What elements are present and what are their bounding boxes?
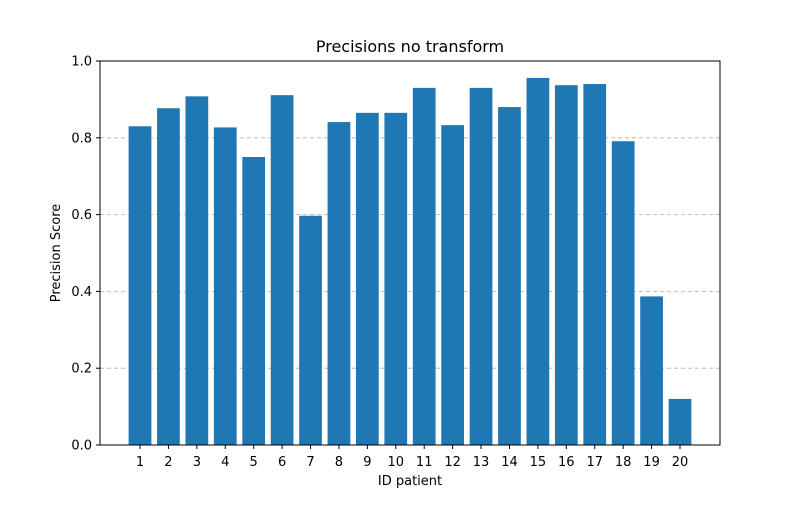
x-tick-label: 8 (335, 455, 343, 470)
y-tick-label: 0.8 (71, 131, 92, 146)
y-tick-label: 0.6 (71, 208, 92, 223)
bar-patient-16 (554, 85, 578, 445)
x-tick-label: 5 (250, 455, 258, 470)
x-tick-label: 18 (615, 455, 632, 470)
bar-patient-14 (498, 107, 521, 445)
x-tick-label: 15 (530, 455, 547, 470)
bar-patient-15 (526, 77, 550, 446)
bar-patient-9 (356, 112, 379, 445)
x-tick-label: 19 (643, 455, 660, 470)
x-tick-label: 7 (306, 455, 314, 470)
x-tick-label: 11 (416, 455, 433, 470)
bar-patient-17 (583, 84, 607, 445)
x-tick-label: 16 (558, 455, 575, 470)
chart-title: Precisions no transform (316, 37, 504, 56)
x-axis-label: ID patient (378, 474, 442, 489)
bar-patient-2 (157, 108, 180, 446)
x-tick-label: 1 (136, 455, 144, 470)
x-tick-label: 2 (164, 455, 172, 470)
x-tick-label: 4 (221, 455, 229, 470)
bar-patient-13 (469, 87, 493, 445)
plot-frame (99, 60, 721, 446)
y-tick-label: 0.0 (71, 439, 92, 454)
y-axis-label: Precision Score (49, 204, 64, 303)
bar-patient-3 (185, 96, 209, 445)
x-tick-label: 10 (388, 455, 405, 470)
y-tick-label: 0.2 (71, 362, 92, 377)
x-tick-label: 20 (672, 455, 689, 470)
bar-patient-7 (299, 215, 322, 445)
x-tick-label: 3 (193, 455, 201, 470)
x-tick-label: 12 (444, 455, 461, 470)
bar-patient-10 (384, 112, 408, 445)
bar-patient-19 (640, 296, 663, 445)
bar-patient-4 (213, 127, 237, 445)
bar-patient-12 (441, 125, 464, 446)
bar-patient-20 (668, 398, 692, 445)
bar-patient-11 (412, 87, 436, 445)
x-tick-label: 13 (473, 455, 490, 470)
bar-patient-6 (270, 95, 294, 446)
bar-patient-8 (327, 122, 351, 445)
bar-patient-5 (242, 157, 266, 445)
grid-lines (100, 137, 720, 369)
bars (128, 77, 692, 446)
y-axis-ticks: 0.0 0.2 0.4 0.6 0.8 1.0 (71, 55, 100, 454)
y-tick-label: 1.0 (71, 55, 92, 70)
x-tick-label: 6 (278, 455, 286, 470)
x-tick-label: 14 (501, 455, 518, 470)
x-tick-label: 9 (363, 455, 371, 470)
x-axis-ticks: 1 2 3 4 5 6 7 8 9 10 11 12 13 14 15 16 17 18 19 20 (136, 445, 688, 470)
y-tick-label: 0.4 (71, 285, 92, 300)
x-tick-label: 17 (586, 455, 603, 470)
bar-patient-18 (611, 141, 635, 446)
bar-patient-1 (128, 126, 152, 445)
